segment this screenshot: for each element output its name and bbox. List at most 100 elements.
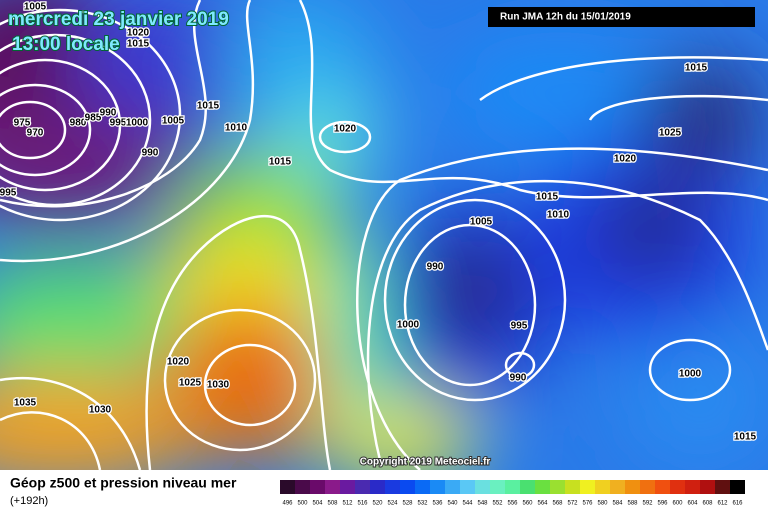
isobar-label: 1005 (470, 217, 493, 228)
isobar-label: 1035 (14, 398, 37, 409)
isobar-label: 995 (0, 188, 17, 199)
scale-swatch (595, 480, 610, 494)
isobar-label: 1025 (179, 378, 202, 389)
color-scale: 496 500 504 508 512 516 520 524 528 532 536 540 544 5… (280, 480, 745, 507)
isobar-label: 1015 (127, 39, 150, 50)
scale-swatch (625, 480, 640, 494)
scale-label: 584 (612, 501, 623, 507)
scale-swatch (505, 480, 520, 494)
copyright: Copyright 2019 Meteociel.fr (360, 457, 491, 468)
scale-swatch (280, 480, 295, 494)
scale-label: 520 (372, 501, 383, 507)
run-box (488, 7, 755, 27)
scale-swatch (715, 480, 730, 494)
isobar-label: 1020 (127, 28, 150, 39)
scale-label: 588 (627, 501, 638, 507)
scale-label: 516 (357, 501, 368, 507)
isobar-label: 990 (100, 108, 117, 119)
scale-swatch (610, 480, 625, 494)
scale-swatch (310, 480, 325, 494)
scale-label: 612 (717, 501, 728, 507)
scale-swatch (490, 480, 505, 494)
scale-swatch (670, 480, 685, 494)
scale-swatch (400, 480, 415, 494)
date: mercredi 23 janvier 2019 (8, 9, 229, 30)
isobar-label: 1015 (685, 63, 708, 74)
isobar-label: 1005 (24, 2, 47, 13)
scale-label: 572 (567, 501, 578, 507)
isobar-label: 1020 (334, 124, 357, 135)
scale-swatch (685, 480, 700, 494)
scale-label: 592 (642, 501, 653, 507)
isobar-label: 1025 (659, 128, 682, 139)
scale-label: 616 (732, 501, 743, 507)
scale-swatch (295, 480, 310, 494)
scale-swatch (655, 480, 670, 494)
scale-label: 568 (552, 501, 563, 507)
isobar-label: 975 (14, 118, 31, 129)
scale-label: 576 (582, 501, 593, 507)
isobar-label: 1015 (734, 432, 757, 443)
isobar-label: 995 (110, 118, 127, 129)
scale-swatch (700, 480, 715, 494)
scale-swatch (355, 480, 370, 494)
scale-swatch (565, 480, 580, 494)
scale-swatch (430, 480, 445, 494)
isobar-label: 990 (427, 262, 444, 273)
scale-label: 524 (387, 501, 398, 507)
scale-label: 600 (672, 501, 683, 507)
scale-swatch (460, 480, 475, 494)
scale-label: 528 (402, 501, 413, 507)
scale-swatch (550, 480, 565, 494)
isobar-label: 995 (511, 321, 528, 332)
scale-label: 608 (702, 501, 713, 507)
isobar-label: 1020 (614, 154, 637, 165)
scale-label: 596 (657, 501, 668, 507)
scale-label: 604 (687, 501, 698, 507)
isobar-label: 1010 (225, 123, 248, 134)
scale-swatch (475, 480, 490, 494)
isobar-label: 980 (70, 118, 87, 129)
scale-label: 504 (312, 501, 323, 507)
isobar-label: 1030 (207, 380, 230, 391)
scale-swatch (640, 480, 655, 494)
isobars (0, 0, 768, 470)
isobar-label: 1015 (269, 157, 292, 168)
footer-title: Géop z500 et pression niveau mer (10, 475, 237, 491)
scale-swatch (415, 480, 430, 494)
scale-swatch (370, 480, 385, 494)
scale-label: 552 (492, 501, 503, 507)
isobar-label: 1000 (126, 118, 149, 129)
scale-swatch (325, 480, 340, 494)
isobar-label: 1030 (89, 405, 112, 416)
scale-label: 536 (432, 501, 443, 507)
isobar-label: 1020 (167, 357, 190, 368)
scale-label: 556 (507, 501, 518, 507)
scale-label: 500 (297, 501, 308, 507)
isobar-label: 1015 (197, 101, 220, 112)
scale-label: 496 (282, 501, 293, 507)
isobar-label: 1005 (162, 116, 185, 127)
isobar-label: 970 (27, 128, 44, 139)
scale-label: 508 (327, 501, 338, 507)
isobar-label: 1010 (547, 210, 570, 221)
lead-time: (+192h) (10, 495, 48, 507)
scale-swatch (340, 480, 355, 494)
scale-swatch (535, 480, 550, 494)
isobar-label: 1000 (679, 369, 702, 380)
scale-label: 564 (537, 501, 548, 507)
isobar-label: 1015 (536, 192, 559, 203)
scale-label: 580 (597, 501, 608, 507)
scale-label: 548 (477, 501, 488, 507)
scale-swatch (730, 480, 745, 494)
isobar-label: 990 (142, 148, 159, 159)
scale-swatch (385, 480, 400, 494)
isobar-label: 1000 (397, 320, 420, 331)
scale-swatch (580, 480, 595, 494)
scale-label: 560 (522, 501, 533, 507)
local-time: 13:00 locale (12, 34, 120, 55)
scale-label: 512 (342, 501, 353, 507)
scale-label: 532 (417, 501, 428, 507)
scale-swatch (520, 480, 535, 494)
